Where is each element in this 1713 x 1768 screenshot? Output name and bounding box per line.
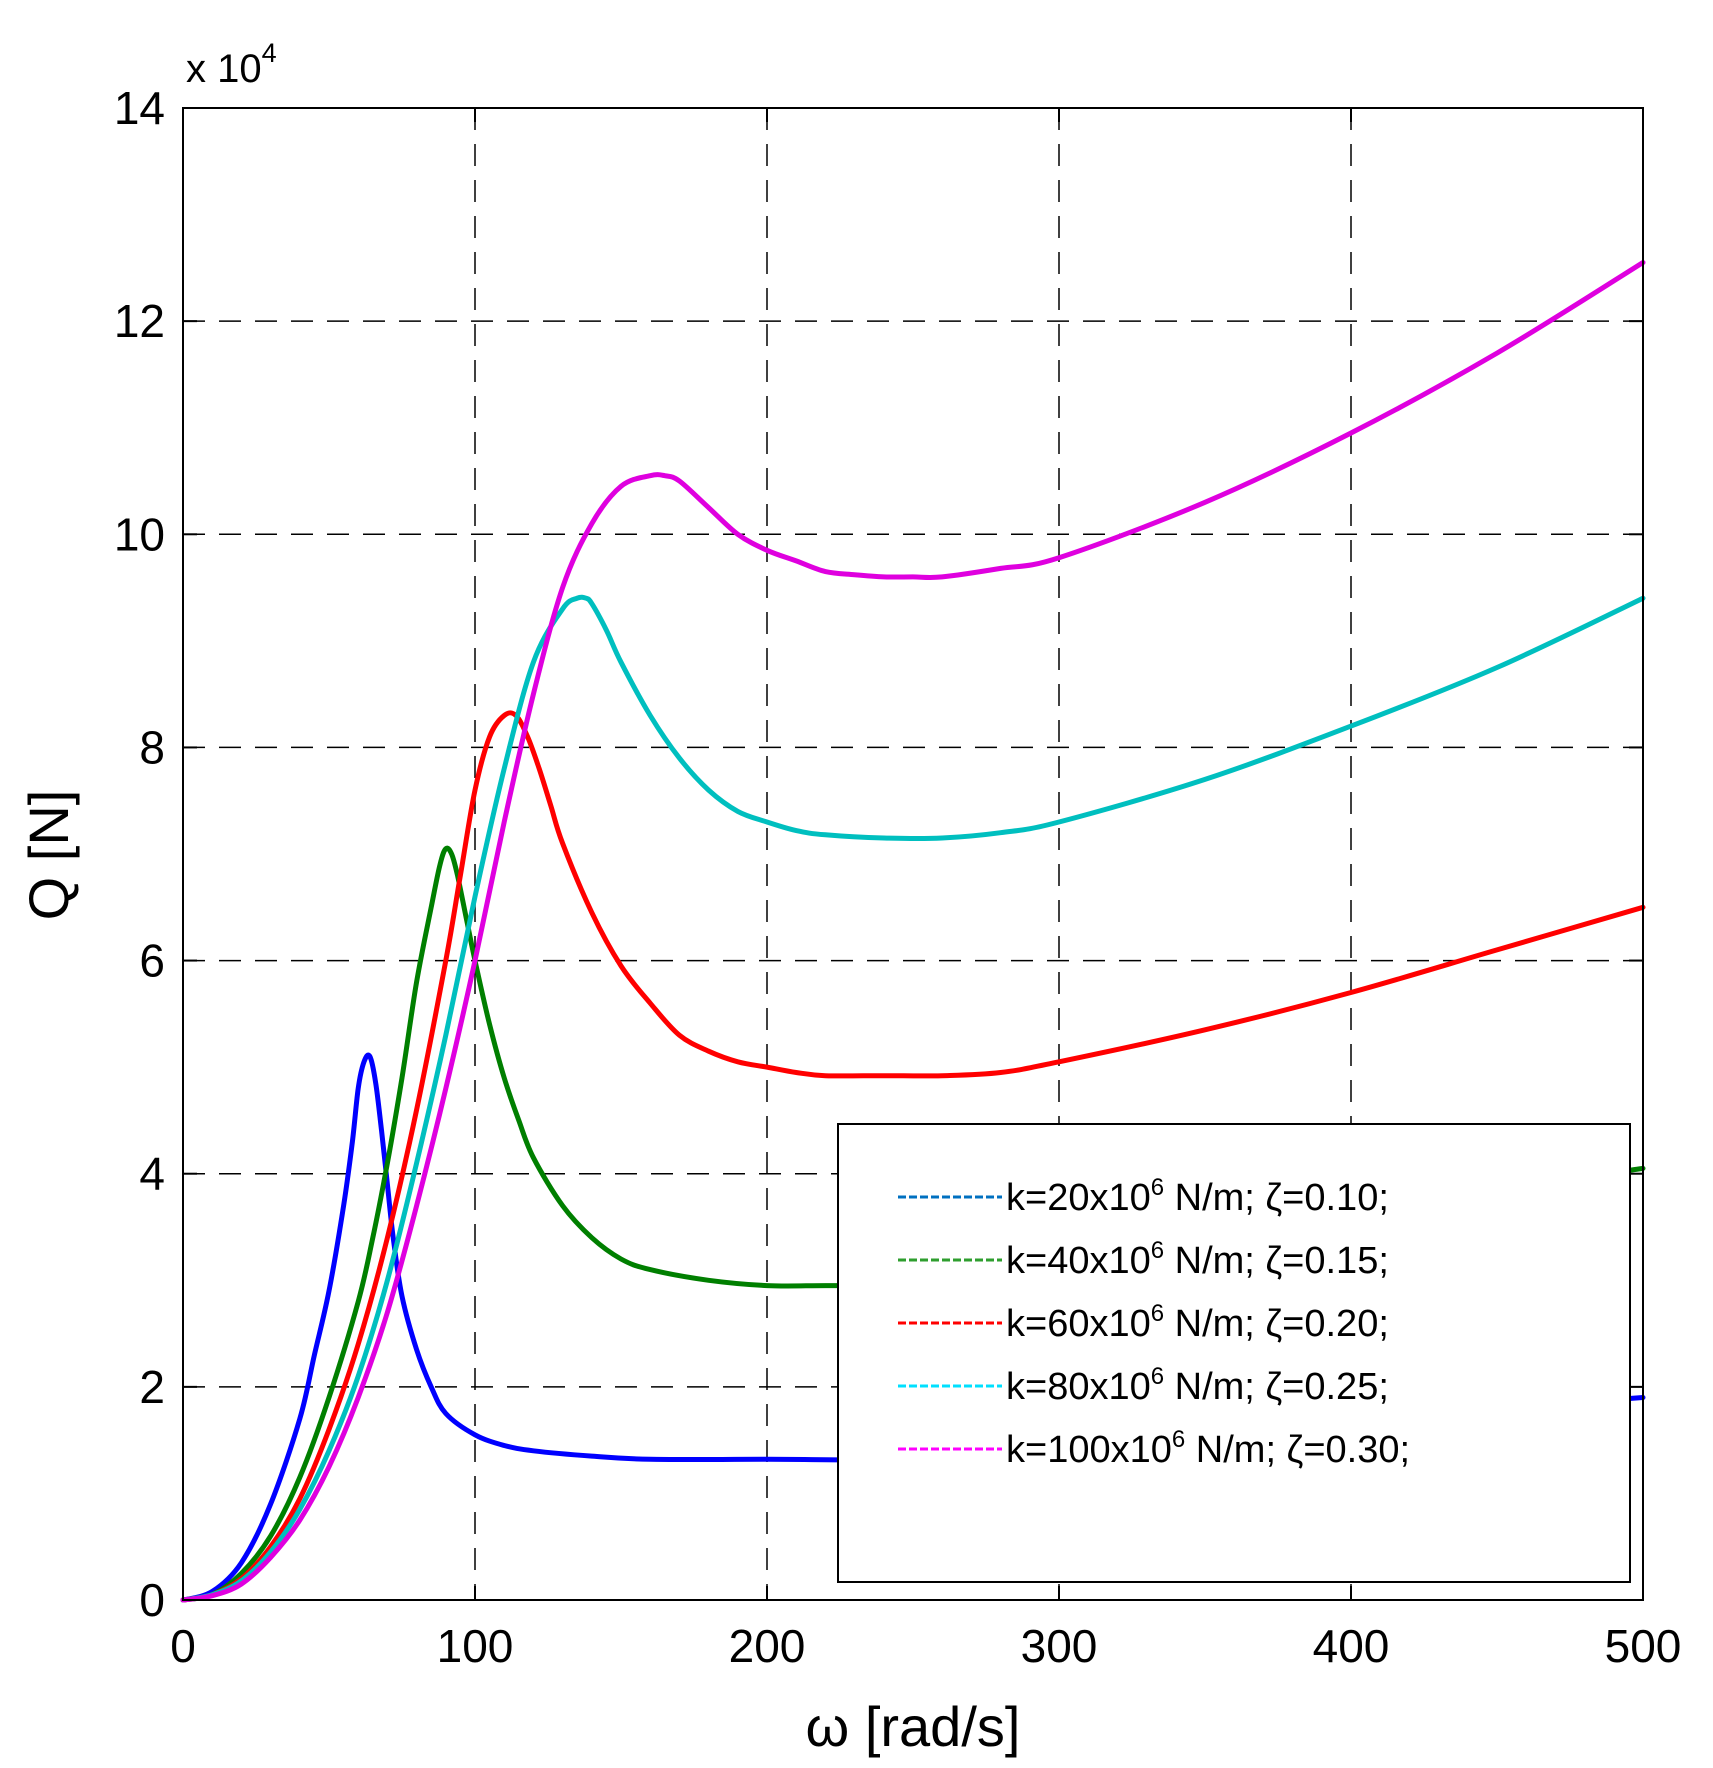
x-tick-label: 300 <box>1021 1620 1098 1672</box>
legend-item: k=80x106 N/m; ζ=0.25; <box>898 1363 1389 1408</box>
legend-label-sup: 6 <box>1151 1300 1164 1327</box>
legend-item: k=100x106 N/m; ζ=0.30; <box>898 1426 1410 1471</box>
y-tick-label: 2 <box>139 1361 165 1413</box>
series-line-3 <box>180 710 1646 1603</box>
legend-label-pre: k=100x10 <box>1006 1429 1172 1471</box>
legend-items: k=20x106 N/m; ζ=0.10;k=40x106 N/m; ζ=0.1… <box>898 1174 1410 1471</box>
y-tick-label: 12 <box>114 295 165 347</box>
y-tick-label: 4 <box>139 1148 165 1200</box>
legend-item: k=60x106 N/m; ζ=0.20; <box>898 1300 1389 1345</box>
legend-label-post: N/m; ζ=0.30; <box>1185 1429 1410 1471</box>
y-tick-label: 10 <box>114 508 165 560</box>
legend-box <box>837 1123 1631 1583</box>
legend-label: k=20x106 N/m; ζ=0.10; <box>1006 1174 1389 1219</box>
legend-label-sup: 6 <box>1151 1174 1164 1201</box>
legend-label-sup: 6 <box>1151 1363 1164 1390</box>
legend-label-post: N/m; ζ=0.15; <box>1164 1240 1389 1282</box>
y-tick-label: 6 <box>139 935 165 987</box>
legend-label: k=40x106 N/m; ζ=0.15; <box>1006 1237 1389 1282</box>
legend-item: k=20x106 N/m; ζ=0.10; <box>898 1174 1389 1219</box>
x-axis: 0 100 200 300 400 500 <box>170 108 1681 1672</box>
x-tick-label: 200 <box>729 1620 806 1672</box>
plot-frame <box>182 107 1644 1601</box>
legend-label-pre: k=60x10 <box>1006 1303 1151 1345</box>
legend-label-sup: 6 <box>1151 1237 1164 1264</box>
series-line-5 <box>180 260 1646 1603</box>
x-axis-title: ω [rad/s] <box>806 1695 1021 1758</box>
y-tick-label: 14 <box>114 82 165 134</box>
legend-label: k=80x106 N/m; ζ=0.25; <box>1006 1363 1389 1408</box>
series-line-4 <box>180 594 1646 1603</box>
legend-item: k=40x106 N/m; ζ=0.15; <box>898 1237 1389 1282</box>
y-multiplier-exponent: 4 <box>262 38 277 68</box>
y-tick-label: 8 <box>139 721 165 773</box>
legend-label: k=60x106 N/m; ζ=0.20; <box>1006 1300 1389 1345</box>
y-axis: 0 2 4 6 8 10 12 14 <box>114 82 1643 1626</box>
legend-label-post: N/m; ζ=0.20; <box>1164 1303 1389 1345</box>
x-tick-label: 400 <box>1313 1620 1390 1672</box>
legend-label-pre: k=40x10 <box>1006 1240 1151 1282</box>
x-tick-label: 0 <box>170 1620 196 1672</box>
legend: k=20x106 N/m; ζ=0.10;k=40x106 N/m; ζ=0.1… <box>837 1123 1631 1583</box>
x-tick-label: 500 <box>1605 1620 1682 1672</box>
y-multiplier-base: x 10 <box>186 47 262 91</box>
legend-label-pre: k=20x10 <box>1006 1177 1151 1219</box>
legend-label-sup: 6 <box>1172 1426 1185 1453</box>
legend-label-pre: k=80x10 <box>1006 1366 1151 1408</box>
legend-label-post: N/m; ζ=0.25; <box>1164 1366 1389 1408</box>
legend-label-post: N/m; ζ=0.10; <box>1164 1177 1389 1219</box>
legend-label: k=100x106 N/m; ζ=0.30; <box>1006 1426 1410 1471</box>
y-axis-title: Q [N] <box>17 790 80 921</box>
y-multiplier: x 104 <box>186 38 277 91</box>
x-tick-label: 100 <box>437 1620 514 1672</box>
y-tick-label: 0 <box>139 1574 165 1626</box>
